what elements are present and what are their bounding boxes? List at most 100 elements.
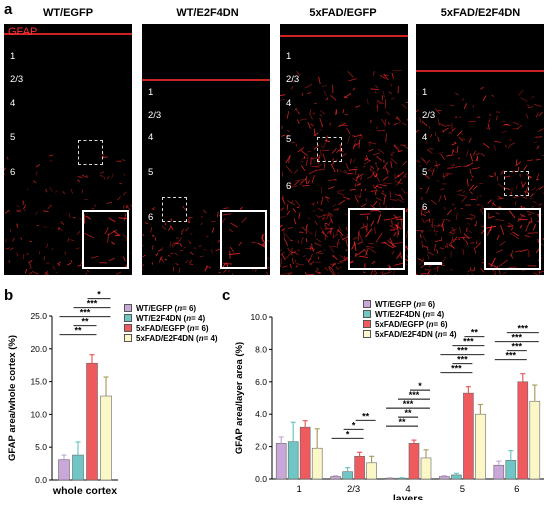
gfap-process <box>494 270 496 275</box>
gfap-process <box>402 172 408 178</box>
gfap-process <box>189 263 194 265</box>
gfap-process <box>422 245 428 248</box>
gfap-process <box>354 105 361 108</box>
gfap-process <box>531 206 534 208</box>
gfap-process <box>185 227 190 232</box>
gfap-process <box>381 271 384 275</box>
gfap-process <box>309 248 312 251</box>
gfap-process <box>468 230 473 234</box>
gfap-process <box>390 229 396 231</box>
gfap-process <box>356 249 365 256</box>
gfap-process <box>405 245 408 251</box>
gfap-process <box>382 271 392 275</box>
gfap-process <box>359 133 364 139</box>
gfap-process <box>533 141 538 144</box>
gfap-process <box>457 157 461 160</box>
significance-stars: *** <box>512 342 523 352</box>
gfap-process <box>295 108 300 115</box>
layer-label-4: 4 <box>148 132 154 143</box>
gfap-process <box>338 200 345 206</box>
gfap-process <box>430 199 437 205</box>
gfap-process <box>375 232 383 243</box>
gfap-process <box>388 266 391 268</box>
gfap-process <box>526 104 530 107</box>
gfap-process <box>122 256 126 262</box>
layer-label-4: 4 <box>10 98 16 109</box>
gfap-process <box>538 203 543 206</box>
gfap-process <box>194 247 196 250</box>
gfap-process <box>260 233 265 239</box>
gfap-process <box>367 177 370 179</box>
gfap-process <box>535 159 541 161</box>
gfap-process <box>307 230 313 235</box>
gfap-process <box>480 267 485 273</box>
gfap-process <box>179 249 184 252</box>
gfap-process <box>336 242 339 249</box>
legend-swatch <box>124 304 132 312</box>
gfap-process <box>229 246 235 253</box>
inset-texture <box>84 213 127 267</box>
gfap-process <box>241 217 248 223</box>
gfap-process <box>461 196 468 203</box>
gfap-process <box>469 153 474 162</box>
gfap-process <box>315 169 325 171</box>
gfap-process <box>508 225 514 228</box>
bar <box>330 476 341 480</box>
gfap-process <box>307 150 311 153</box>
gfap-process <box>190 232 193 235</box>
gfap-process <box>535 248 539 253</box>
gfap-process <box>393 214 398 219</box>
gfap-process <box>280 94 286 96</box>
gfap-process <box>99 171 105 175</box>
gfap-process <box>508 210 516 219</box>
gfap-process <box>419 117 421 123</box>
gfap-process <box>70 259 73 263</box>
gfap-process <box>462 237 465 241</box>
gfap-process <box>393 144 400 152</box>
gfap-process <box>309 245 314 250</box>
gfap-process <box>405 254 408 259</box>
gfap-process <box>68 212 71 219</box>
gfap-process <box>5 247 11 250</box>
x-axis-label: whole cortex <box>52 485 117 497</box>
gfap-process <box>379 74 386 80</box>
gfap-process <box>440 187 445 191</box>
gfap-process <box>383 74 389 81</box>
gfap-process <box>322 140 328 149</box>
gfap-process <box>467 222 471 226</box>
gfap-process <box>376 99 384 105</box>
gfap-process <box>69 239 75 242</box>
gfap-process <box>421 121 428 127</box>
gfap-process <box>293 169 299 174</box>
gfap-process <box>451 226 456 233</box>
bar <box>475 413 486 480</box>
gfap-process <box>16 223 18 228</box>
gfap-process <box>433 224 440 228</box>
gfap-process <box>397 150 403 153</box>
gfap-process <box>307 122 311 129</box>
gfap-process <box>365 155 369 160</box>
gfap-process <box>526 210 535 215</box>
gfap-process <box>457 194 466 197</box>
significance-stars: *** <box>457 355 468 365</box>
significance-stars: ** <box>362 411 370 421</box>
gfap-process <box>126 205 131 211</box>
gfap-process <box>352 135 355 137</box>
gfap-process <box>345 239 349 247</box>
gfap-process <box>391 250 395 255</box>
gfap-process <box>329 230 332 235</box>
bar <box>311 447 323 480</box>
micrograph-wt-egfp: GFAP 1 2/3 4 5 6 <box>4 24 132 275</box>
gfap-process <box>170 217 174 222</box>
gfap-process <box>335 266 338 270</box>
gfap-process <box>350 261 354 263</box>
gfap-process <box>384 118 387 127</box>
gfap-process <box>4 209 10 214</box>
gfap-process <box>395 224 402 230</box>
gfap-process <box>537 213 539 218</box>
gfap-process <box>339 169 346 174</box>
gfap-process <box>525 113 529 119</box>
gfap-process <box>261 238 265 244</box>
bar <box>396 477 408 480</box>
gfap-process <box>442 256 447 263</box>
